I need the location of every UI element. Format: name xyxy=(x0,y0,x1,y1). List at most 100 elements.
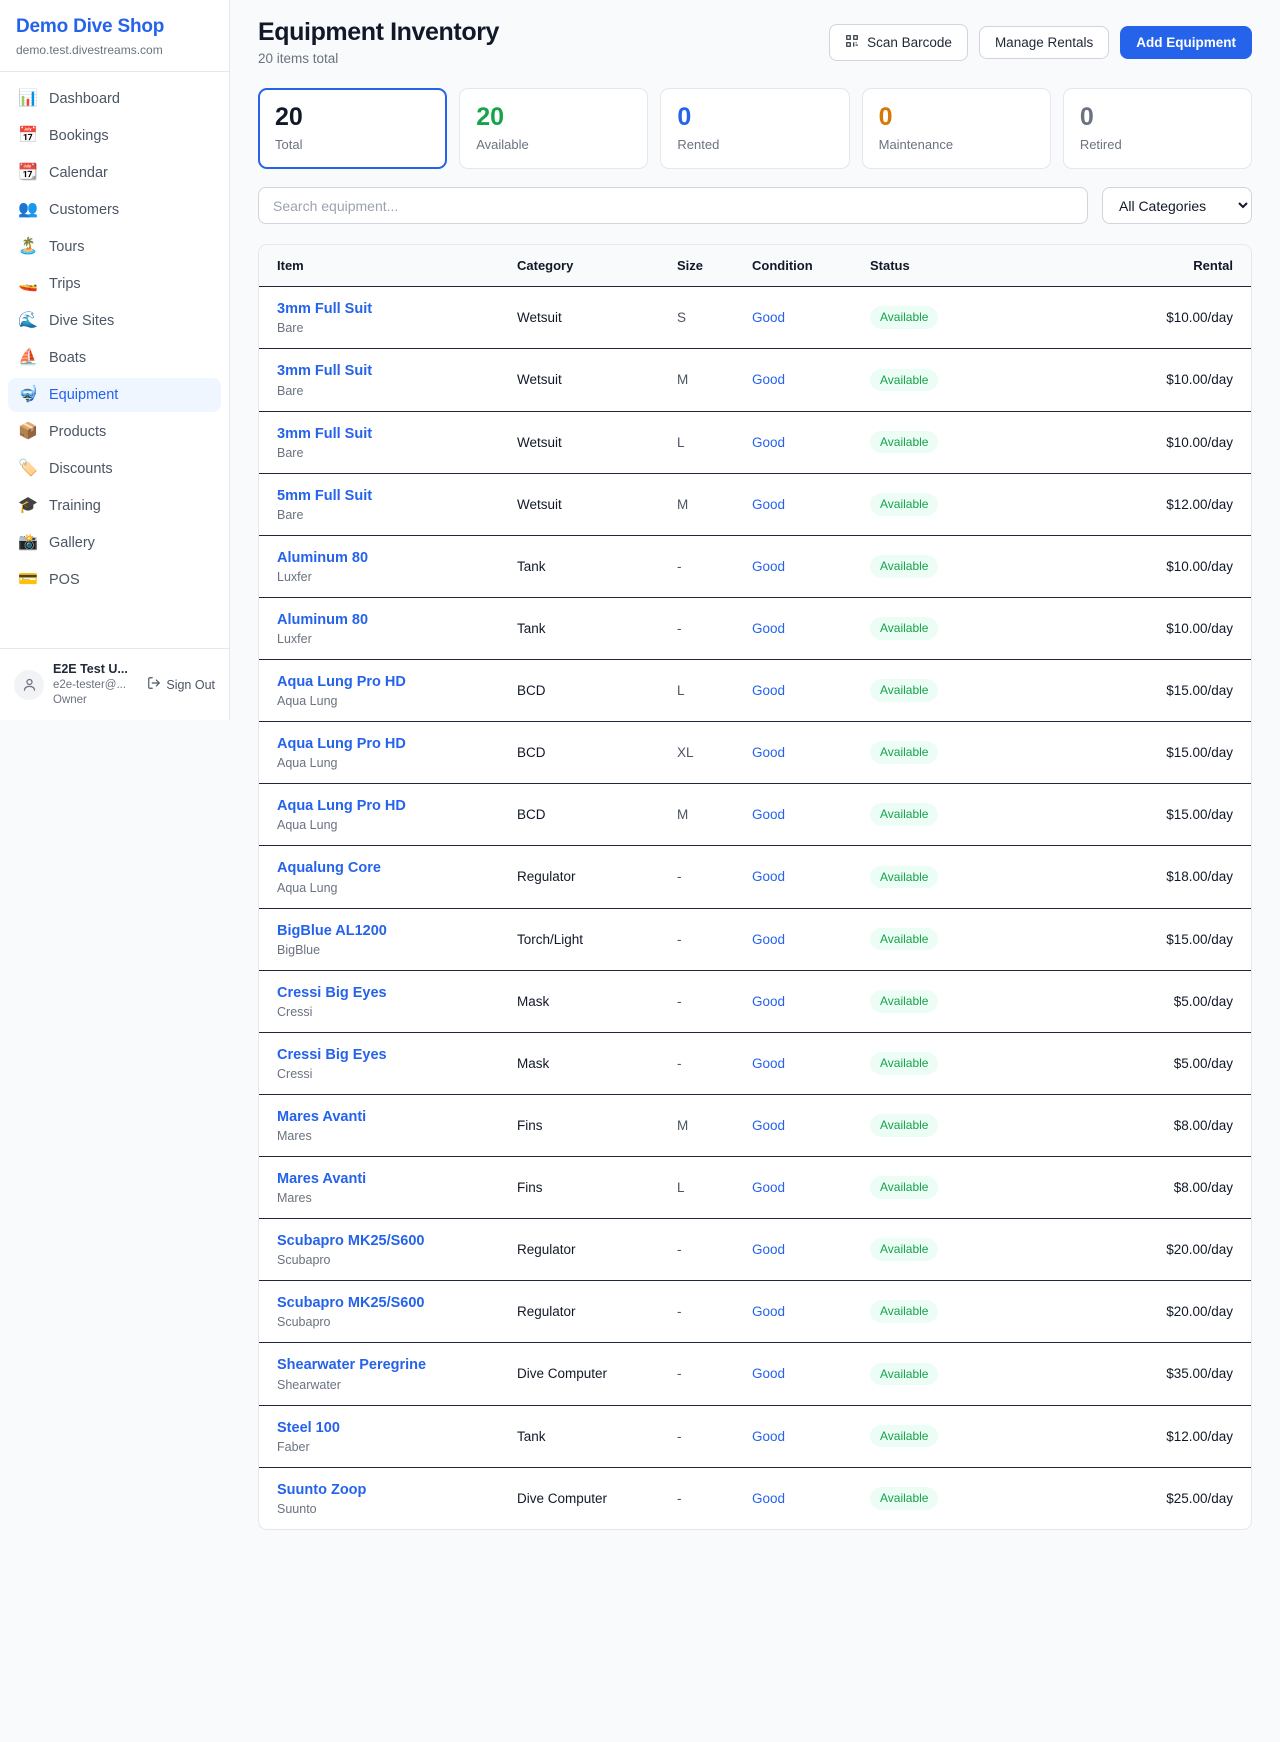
item-link[interactable]: Mares Avanti xyxy=(277,1171,367,1187)
table-row[interactable]: Mares Avanti Mares Fins M Good Available $8.00… xyxy=(259,1094,1251,1158)
sidebar-item-discounts[interactable]: 🏷️ Discounts xyxy=(8,452,221,486)
table-row[interactable]: Aqualung Core Aqua Lung Regulator - Good Avai… xyxy=(259,845,1251,909)
sidebar-item-tours[interactable]: 🏝️ Tours xyxy=(8,230,221,264)
condition-link[interactable]: Good xyxy=(752,372,786,388)
stat-card-retired[interactable]: 0 Retired xyxy=(1062,88,1253,170)
table-row[interactable]: 3mm Full Suit Bare Wetsuit S Good Available $1… xyxy=(259,286,1251,350)
item-link[interactable]: Cressi Big Eyes xyxy=(277,1046,387,1063)
manage-rentals-button[interactable]: Manage Rentals xyxy=(978,25,1110,59)
sidebar-item-pos[interactable]: 💳 POS xyxy=(8,563,221,597)
stat-card-available[interactable]: 20 Available xyxy=(459,88,649,170)
item-link[interactable]: Mares Avanti xyxy=(277,1108,367,1125)
cell-size: - xyxy=(669,1342,744,1406)
stat-card-rented[interactable]: 0 Rented xyxy=(660,88,850,170)
table-row[interactable]: Cressi Big Eyes Cressi Mask - Good Available $… xyxy=(259,1032,1251,1095)
table-row[interactable]: Aluminum 80 Luxfer Tank - Good Available $10.0… xyxy=(259,535,1251,598)
table-row[interactable]: Scubapro MK25/S600 Scubapro Regulator - Good… xyxy=(259,1218,1251,1282)
table-row[interactable]: Aluminum 80 Luxfer Tank - Good Available $10.0… xyxy=(259,597,1251,661)
table-row[interactable]: 3mm Full Suit Bare Wetsuit L Good Available $1… xyxy=(259,411,1251,474)
condition-link[interactable]: Good xyxy=(752,558,786,574)
sidebar-item-training[interactable]: 🎓 Training xyxy=(8,489,221,523)
sidebar-item-calendar[interactable]: 📆 Calendar xyxy=(8,156,221,190)
condition-link[interactable]: Good xyxy=(752,620,786,636)
sidebar-item-customers[interactable]: 👥 Customers xyxy=(8,193,221,227)
cell-status: Available xyxy=(862,908,1035,971)
table-row[interactable]: Cressi Big Eyes Cressi Mask - Good Available $… xyxy=(259,970,1251,1033)
table-header-row: Item Category Size Condition Status Rent… xyxy=(259,245,1251,288)
item-link[interactable]: Aluminum 80 xyxy=(277,549,369,566)
barcode-icon xyxy=(845,34,859,51)
item-link[interactable]: Aqua Lung Pro HD xyxy=(277,674,406,690)
condition-link[interactable]: Good xyxy=(752,434,786,450)
condition-link[interactable]: Good xyxy=(752,496,786,512)
sidebar-item-label: Boats xyxy=(49,349,87,366)
condition-link[interactable]: Good xyxy=(752,745,786,761)
item-link[interactable]: Scubapro MK25/S600 xyxy=(277,1295,425,1312)
cell-condition: Good xyxy=(744,1094,862,1158)
condition-link[interactable]: Good xyxy=(752,1117,786,1133)
condition-link[interactable]: Good xyxy=(752,869,786,885)
item-link[interactable]: Shearwater Peregrine xyxy=(277,1357,427,1374)
sign-out-button[interactable]: Sign Out xyxy=(147,676,215,693)
equipment-icon: 🤿 xyxy=(18,385,38,403)
table-row[interactable]: Shearwater Peregrine Shearwater Dive Compu… xyxy=(259,1342,1251,1406)
table-row[interactable]: 3mm Full Suit Bare Wetsuit M Good Available $1… xyxy=(259,348,1251,412)
condition-link[interactable]: Good xyxy=(752,1055,786,1071)
table-row[interactable]: Aqua Lung Pro HD Aqua Lung BCD XL Good Availa… xyxy=(259,721,1251,785)
sidebar-item-gallery[interactable]: 📸 Gallery xyxy=(8,526,221,560)
item-link[interactable]: BigBlue AL1200 xyxy=(277,922,387,939)
item-link[interactable]: 3mm Full Suit xyxy=(277,363,373,380)
table-row[interactable]: Scubapro MK25/S600 Scubapro Regulator - Good… xyxy=(259,1280,1251,1344)
table-row[interactable]: Aqua Lung Pro HD Aqua Lung BCD L Good Availab… xyxy=(259,659,1251,723)
sidebar-item-trips[interactable]: 🚤 Trips xyxy=(8,267,221,301)
cell-size: - xyxy=(669,1280,744,1344)
item-link[interactable]: Scubapro MK25/S600 xyxy=(277,1233,425,1250)
condition-link[interactable]: Good xyxy=(752,1242,786,1258)
item-link[interactable]: 3mm Full Suit xyxy=(277,301,373,318)
item-link[interactable]: Aqua Lung Pro HD xyxy=(277,798,406,815)
condition-link[interactable]: Good xyxy=(752,1304,786,1320)
condition-link[interactable]: Good xyxy=(752,1180,786,1196)
status-badge: Available xyxy=(870,1176,939,1199)
table-row[interactable]: BigBlue AL1200 BigBlue Torch/Light - Good Ava… xyxy=(259,908,1251,971)
condition-link[interactable]: Good xyxy=(752,993,786,1009)
sidebar-item-products[interactable]: 📦 Products xyxy=(8,415,221,449)
item-link[interactable]: Aqualung Core xyxy=(277,860,381,877)
item-link[interactable]: Aluminum 80 xyxy=(277,611,369,628)
table-row[interactable]: Mares Avanti Mares Fins L Good Available $8.00… xyxy=(259,1156,1251,1220)
sidebar-item-boats[interactable]: ⛵ Boats xyxy=(8,341,221,375)
item-link[interactable]: 5mm Full Suit xyxy=(277,487,373,504)
stat-card-total[interactable]: 20 Total xyxy=(258,88,448,170)
condition-link[interactable]: Good xyxy=(752,807,786,823)
item-link[interactable]: Steel 100 xyxy=(277,1419,340,1436)
table-row[interactable]: Suunto Zoop Suunto Dive Computer - Good Avail… xyxy=(259,1467,1251,1529)
item-link[interactable]: Aqua Lung Pro HD xyxy=(277,736,406,753)
sidebar-item-dive-sites[interactable]: 🌊 Dive Sites xyxy=(8,304,221,338)
rental-price: $25.00/day xyxy=(1166,1490,1233,1506)
table-row[interactable]: Steel 100 Faber Tank - Good Available $12.00/d… xyxy=(259,1405,1251,1468)
add-equipment-button[interactable]: Add Equipment xyxy=(1120,25,1252,59)
stat-card-maintenance[interactable]: 0 Maintenance xyxy=(861,88,1051,170)
table-row[interactable]: Aqua Lung Pro HD Aqua Lung BCD M Good Availab… xyxy=(259,783,1251,847)
condition-link[interactable]: Good xyxy=(752,931,786,947)
discounts-icon: 🏷️ xyxy=(18,459,38,477)
category-select[interactable]: All Categories xyxy=(1102,187,1252,225)
cell-status: Available xyxy=(862,597,1035,661)
scan-barcode-button[interactable]: Scan Barcode xyxy=(829,24,968,61)
condition-link[interactable]: Good xyxy=(752,1428,786,1444)
item-link[interactable]: 3mm Full Suit xyxy=(277,425,373,442)
item-link[interactable]: Suunto Zoop xyxy=(277,1481,367,1498)
condition-link[interactable]: Good xyxy=(752,310,786,326)
sidebar-item-equipment[interactable]: 🤿 Equipment xyxy=(8,377,221,412)
cell-item: Cressi Big Eyes Cressi xyxy=(259,970,509,1033)
table-row[interactable]: 5mm Full Suit Bare Wetsuit M Good Available $1… xyxy=(259,473,1251,536)
sidebar-item-dashboard[interactable]: 📊 Dashboard xyxy=(8,82,221,116)
condition-link[interactable]: Good xyxy=(752,1366,786,1382)
item-link[interactable]: Cressi Big Eyes xyxy=(277,984,387,1001)
rental-price: $12.00/day xyxy=(1166,1428,1233,1444)
condition-link[interactable]: Good xyxy=(752,1490,786,1506)
sidebar-item-bookings[interactable]: 📅 Bookings xyxy=(8,119,221,153)
condition-link[interactable]: Good xyxy=(752,683,786,699)
search-input[interactable] xyxy=(258,187,1088,225)
brand-block: Demo Dive Shop demo.test.divestreams.com xyxy=(0,0,229,72)
